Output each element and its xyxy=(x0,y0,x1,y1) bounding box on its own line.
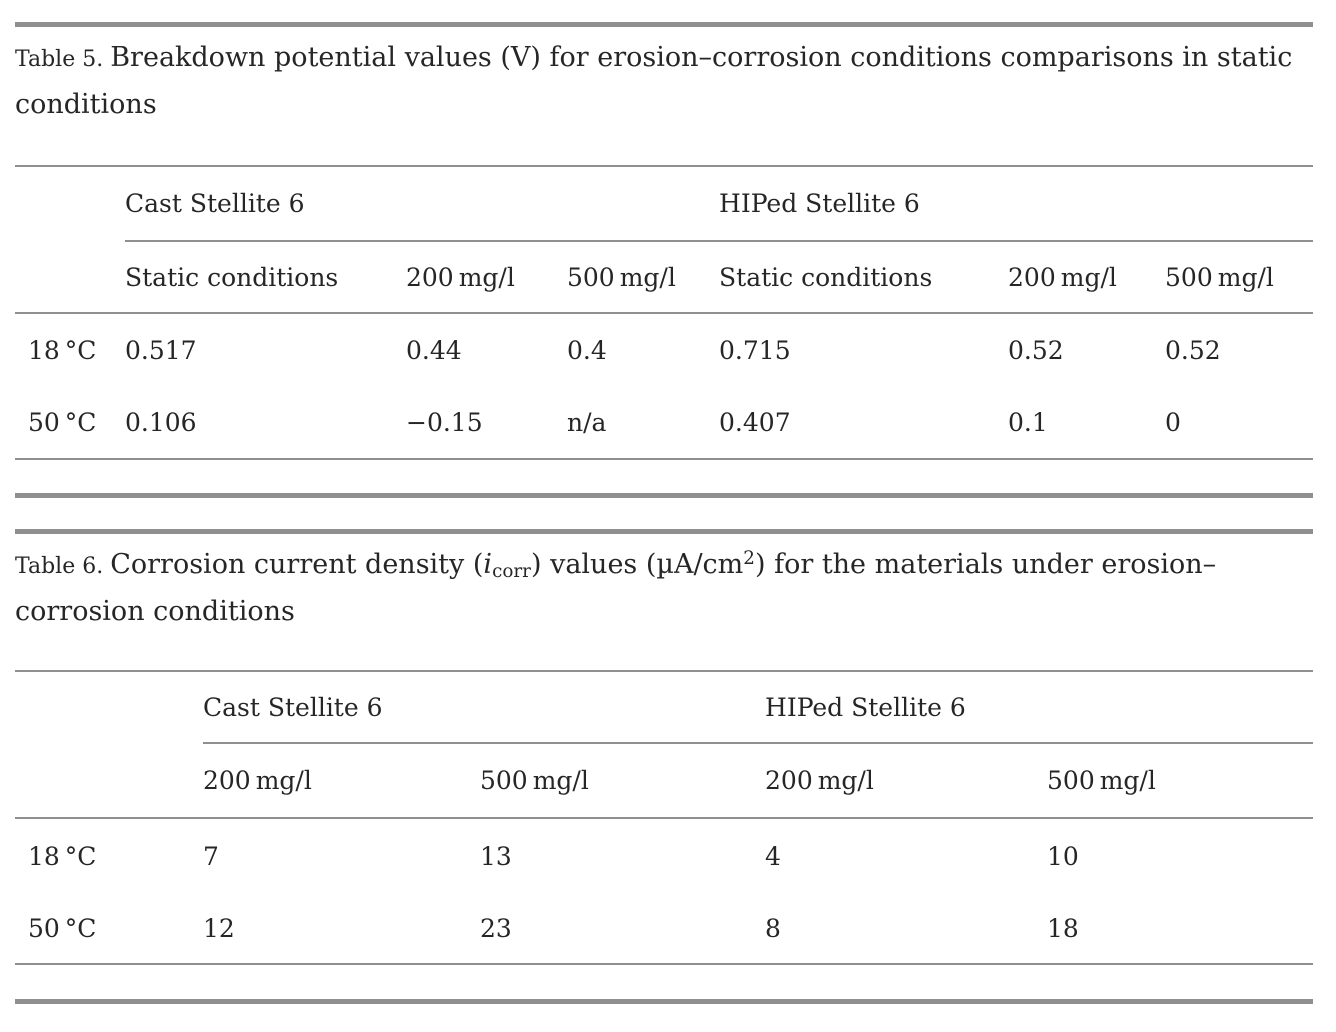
table6-row-18c: 18 °C 7 13 4 10 xyxy=(15,818,1313,894)
data-cell: 8 xyxy=(765,894,1048,965)
data-cell: 13 xyxy=(480,842,512,871)
row-label: 18 °C xyxy=(28,842,97,871)
table6: Cast Stellite 6 HIPed Stellite 6 200 mg/… xyxy=(15,670,1314,965)
data-cell: 4 xyxy=(765,842,781,871)
row-label: 50 °C xyxy=(15,894,203,965)
data-cell: 0.52 xyxy=(1008,335,1064,365)
data-cell: n/a xyxy=(567,386,720,460)
table5-label: Table 5. xyxy=(15,47,104,72)
data-cell: 10 xyxy=(1047,842,1079,871)
table5-row-50c: 50 °C 0.106 −0.15 n/a 0.407 0.1 0 xyxy=(15,386,1314,460)
table6-caption-post: ) for the materials under erosion–corros… xyxy=(15,549,1217,627)
table5-subheader: 500 mg/l xyxy=(1165,241,1314,314)
table5-subheader-empty xyxy=(15,241,125,314)
table5-subheader: Static conditions xyxy=(125,241,406,314)
table6-bottom-separator-bar xyxy=(15,999,1313,1004)
data-cell: 7 xyxy=(203,842,219,871)
table6-group-header-hiped: HIPed Stellite 6 xyxy=(765,671,1314,744)
table5-subheader: Static conditions xyxy=(719,241,1009,314)
data-cell: 18 xyxy=(1047,894,1314,965)
table5-subheader: 500 mg/l xyxy=(567,241,720,314)
table5-caption: Table 5. Breakdown potential values (V) f… xyxy=(15,35,1313,127)
table5-top-separator-bar xyxy=(15,22,1313,27)
table6-caption-variable: i xyxy=(483,549,493,580)
table6-caption-subscript: corr xyxy=(492,561,531,583)
data-cell: 0 xyxy=(1165,386,1314,460)
table5-caption-text: Breakdown potential values (V) for erosi… xyxy=(15,42,1293,120)
table6-subheader-row: 200 mg/l 500 mg/l 200 mg/l 500 mg/l xyxy=(15,743,1314,819)
table6-subheader: 200 mg/l xyxy=(203,743,480,819)
table5-bottom-separator-bar xyxy=(15,493,1313,498)
table6-caption: Table 6. Corrosion current density (icorr… xyxy=(15,542,1313,634)
data-cell: −0.15 xyxy=(406,386,567,460)
table6-caption-mid: ) values ( xyxy=(530,549,657,580)
table6-subheader: 200 mg/l xyxy=(765,743,1048,819)
row-label: 50 °C xyxy=(15,386,125,460)
table5-group-header-hiped: HIPed Stellite 6 xyxy=(719,166,1314,242)
table6-caption-pre: Corrosion current density ( xyxy=(110,549,484,580)
table6-subheader: 500 mg/l xyxy=(1047,743,1314,819)
table6-group-header-cast: Cast Stellite 6 xyxy=(203,671,766,744)
table6-subheader: 500 mg/l xyxy=(480,743,766,819)
data-cell: 23 xyxy=(480,894,766,965)
table5-subheader: 200 mg/l xyxy=(1008,241,1166,314)
row-label: 18 °C xyxy=(28,335,97,365)
table5-subheader: 200 mg/l xyxy=(406,241,567,314)
table5-group-header-cast: Cast Stellite 6 xyxy=(125,166,720,242)
page: Table 5. Breakdown potential values (V) f… xyxy=(15,0,1314,1004)
data-cell: 0.52 xyxy=(1165,335,1221,365)
table5-corner-cell xyxy=(15,166,125,241)
data-cell: 0.715 xyxy=(719,335,791,365)
table6-row-50c: 50 °C 12 23 8 18 xyxy=(15,894,1314,965)
data-cell: 0.4 xyxy=(567,335,607,365)
data-cell: 0.517 xyxy=(125,335,197,365)
data-cell: 0.44 xyxy=(406,335,462,365)
table5-group-header-row: Cast Stellite 6 HIPed Stellite 6 xyxy=(15,166,1314,242)
table6-caption-unit: µA/cm xyxy=(656,549,744,580)
table5: Cast Stellite 6 HIPed Stellite 6 Static … xyxy=(15,165,1314,460)
table6-top-separator-bar xyxy=(15,529,1313,534)
data-cell: 0.1 xyxy=(1008,386,1166,460)
table5-subheader-row: Static conditions 200 mg/l 500 mg/l Stat… xyxy=(15,241,1314,314)
table6-label: Table 6. xyxy=(15,554,104,579)
table5-row-18c: 18 °C 0.517 0.44 0.4 0.715 0.52 0.52 xyxy=(15,313,1313,386)
table6-corner-cell xyxy=(15,671,203,743)
data-cell: 12 xyxy=(203,894,480,965)
table6-subheader-empty xyxy=(15,743,203,819)
table6-group-header-row: Cast Stellite 6 HIPed Stellite 6 xyxy=(15,671,1314,744)
data-cell: 0.106 xyxy=(125,386,406,460)
data-cell: 0.407 xyxy=(719,386,1009,460)
table6-caption-superscript: 2 xyxy=(743,547,755,569)
